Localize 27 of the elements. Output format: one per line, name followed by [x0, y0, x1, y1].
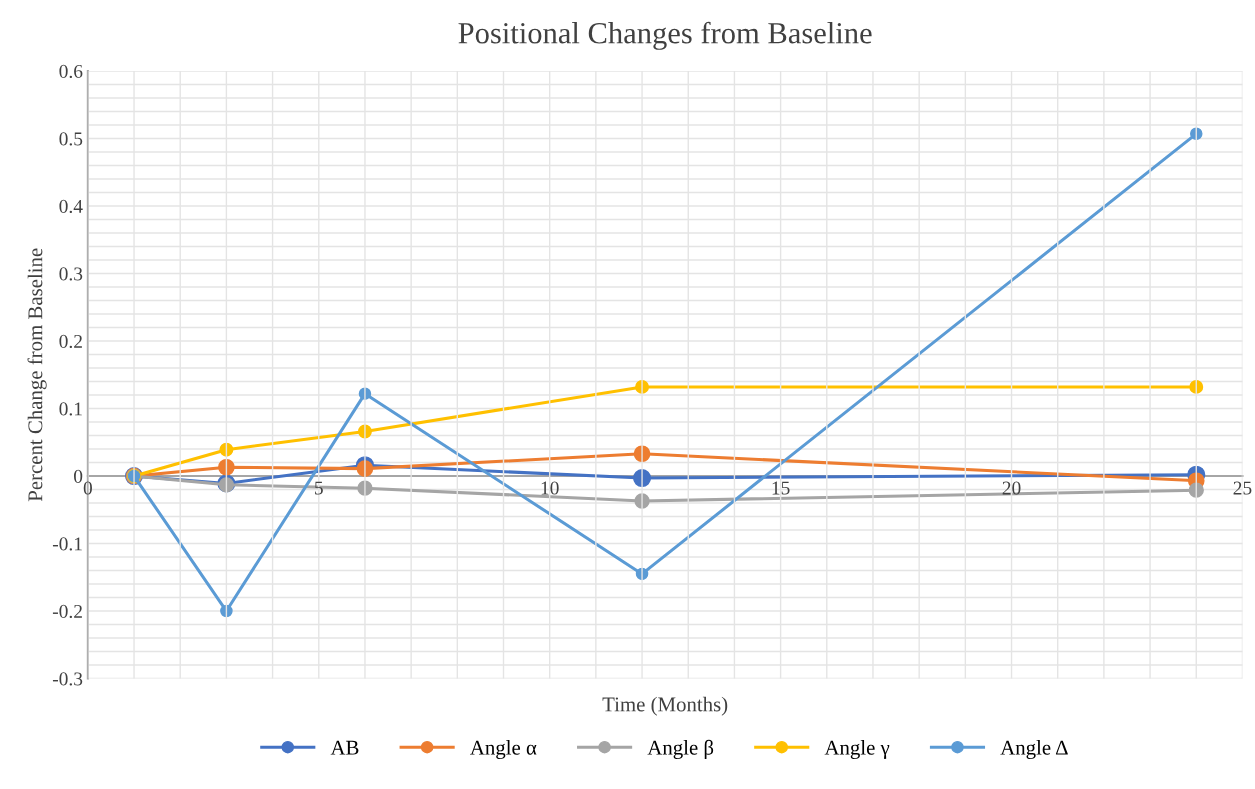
x-tick-label: 20 [1002, 481, 1021, 495]
point [1189, 379, 1204, 394]
y-tick-label: 0.5 [59, 132, 83, 146]
y-tick-label: 0.1 [59, 402, 82, 416]
y-tick-label: 0.3 [59, 267, 83, 281]
legend-label: Angle γ [824, 740, 890, 759]
x-tick-label: 0 [83, 481, 92, 495]
point [1188, 482, 1204, 498]
x-axis-title: Time (Months) [602, 696, 728, 716]
legend-label: Angle Δ [1000, 740, 1068, 759]
y-tick-label: -0.2 [52, 604, 82, 619]
y-tick-label: 0.2 [59, 334, 82, 349]
point [218, 458, 235, 476]
x-tick-label: 25 [1233, 481, 1252, 495]
y-tick-label: -0.3 [52, 672, 83, 686]
y-tick-label: 0 [74, 469, 83, 483]
y-tick-label: -0.1 [52, 537, 82, 551]
legend-label: Angle α [470, 740, 537, 759]
legend-label: AB [330, 740, 359, 755]
chart-title: Positional Changes from Baseline [458, 21, 872, 50]
x-tick-label: 15 [772, 481, 790, 495]
y-axis-title: Percent Change from Baseline [27, 248, 47, 502]
x-tick-label: 10 [541, 481, 559, 495]
y-tick-label: 0.4 [59, 199, 83, 214]
legend-label: Angle β [647, 739, 714, 759]
y-tick-label: 0.6 [59, 64, 83, 79]
x-tick-label: 5 [315, 481, 323, 495]
